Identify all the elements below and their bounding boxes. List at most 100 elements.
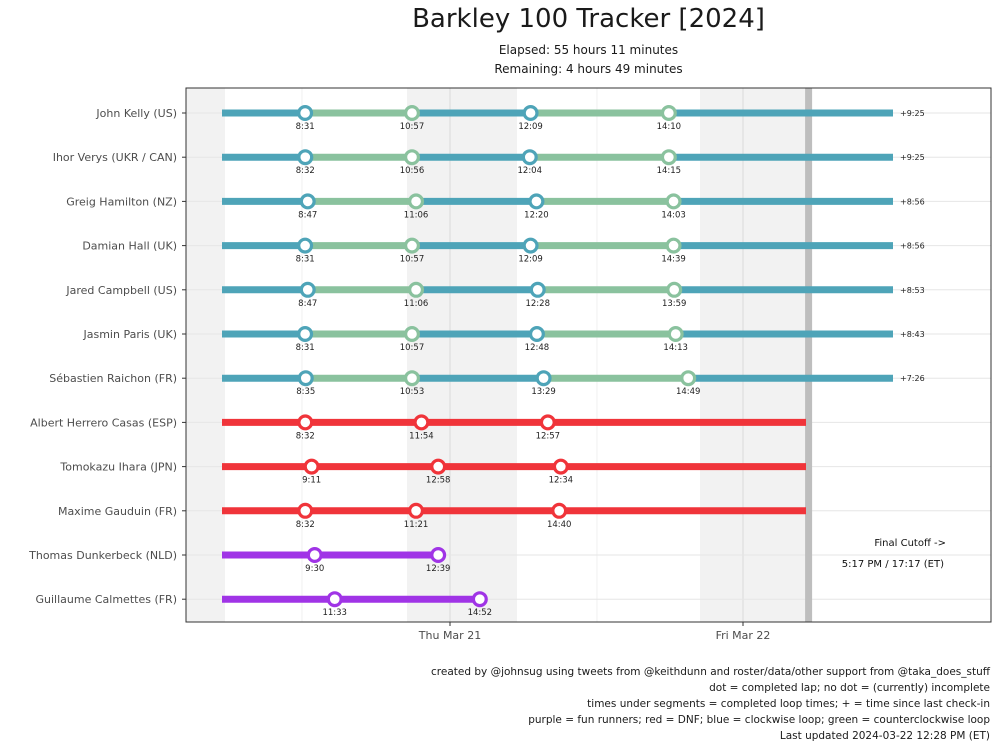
runner-name-label: Tomokazu Ihara (JPN) xyxy=(59,461,177,474)
lap-time-label: 14:39 xyxy=(661,255,686,265)
lap-time-label: 12:58 xyxy=(426,476,451,486)
lap-dot xyxy=(539,414,556,431)
footer-legend-dots: dot = completed lap; no dot = (currently… xyxy=(709,682,990,694)
lap-dot xyxy=(403,237,420,254)
lap-time-label: 10:57 xyxy=(400,255,425,265)
runner-name-label: Jasmin Paris (UK) xyxy=(83,328,178,341)
night-band-0 xyxy=(186,88,225,622)
since-checkin-label: +8:56 xyxy=(900,197,925,206)
lap-dot xyxy=(408,502,425,519)
since-checkin-label: +9:25 xyxy=(900,153,925,162)
cutoff-time-label: 5:17 PM / 17:17 (ET) xyxy=(842,559,944,570)
cutoff-label: Final Cutoff -> xyxy=(874,538,946,549)
lap-dot xyxy=(403,326,420,343)
lap-dot xyxy=(297,502,314,519)
cutoff-line xyxy=(805,88,813,622)
lap-time-label: 14:52 xyxy=(468,608,493,618)
lap-time-label: 8:32 xyxy=(296,431,315,441)
runner-name-label: Jared Campbell (US) xyxy=(65,284,177,297)
lap-dot xyxy=(297,326,314,343)
lap-time-label: 12:34 xyxy=(549,476,574,486)
lap-dot xyxy=(665,193,682,210)
runner-name-label: Guillaume Calmettes (FR) xyxy=(36,593,178,606)
lap-dot xyxy=(521,149,538,166)
lap-time-label: 9:30 xyxy=(305,564,324,574)
night-band-2 xyxy=(700,88,810,622)
lap-dot xyxy=(528,193,545,210)
footer-updated: Last updated 2024-03-22 12:28 PM (ET) xyxy=(779,730,990,742)
lap-dot xyxy=(522,104,539,121)
lap-time-label: 12:20 xyxy=(524,210,549,220)
lap-dot xyxy=(552,458,569,475)
lap-time-label: 13:59 xyxy=(662,299,687,309)
runner-name-label: Ihor Verys (UKR / CAN) xyxy=(53,151,177,164)
lap-time-label: 12:39 xyxy=(426,564,451,574)
lap-time-label: 8:47 xyxy=(298,210,317,220)
lap-time-label: 11:06 xyxy=(404,299,429,309)
lap-dot xyxy=(471,591,488,608)
lap-time-label: 11:21 xyxy=(404,520,429,530)
runner-name-label: John Kelly (US) xyxy=(95,107,177,120)
x-tick-label: Fri Mar 22 xyxy=(716,629,771,640)
lap-time-label: 8:35 xyxy=(296,387,315,397)
plot-border xyxy=(185,87,992,623)
since-checkin-label: +8:43 xyxy=(900,330,925,339)
runner-name-label: Greig Hamilton (NZ) xyxy=(66,195,177,208)
lap-dot xyxy=(403,104,420,121)
lap-dot xyxy=(522,237,539,254)
lap-time-label: 12:09 xyxy=(518,122,543,132)
lap-time-label: 12:04 xyxy=(518,166,543,176)
lap-time-label: 12:48 xyxy=(525,343,550,353)
since-checkin-label: +8:53 xyxy=(900,286,925,295)
lap-dot xyxy=(666,281,683,298)
lap-time-label: 12:09 xyxy=(518,255,543,265)
lap-time-label: 11:33 xyxy=(322,608,347,618)
lap-dot xyxy=(403,149,420,166)
lap-dot xyxy=(408,193,425,210)
lap-time-label: 14:40 xyxy=(547,520,572,530)
lap-dot xyxy=(297,149,314,166)
lap-dot xyxy=(667,326,684,343)
lap-dot xyxy=(326,591,343,608)
lap-dot xyxy=(551,502,568,519)
lap-dot xyxy=(529,281,546,298)
since-checkin-label: +9:25 xyxy=(900,109,925,118)
remaining-text: Remaining: 4 hours 49 minutes xyxy=(494,62,683,76)
lap-dot xyxy=(297,237,314,254)
elapsed-text: Elapsed: 55 hours 11 minutes xyxy=(498,43,679,57)
lap-time-label: 8:31 xyxy=(296,122,315,132)
lap-time-label: 9:11 xyxy=(302,476,321,486)
footer-credit: created by @johnsug using tweets from @k… xyxy=(431,666,990,678)
since-checkin-label: +7:26 xyxy=(900,374,925,383)
lap-dot xyxy=(299,193,316,210)
lap-dot xyxy=(297,414,314,431)
lap-time-label: 14:10 xyxy=(657,122,682,132)
lap-time-label: 8:31 xyxy=(296,343,315,353)
lap-dot xyxy=(413,414,430,431)
lap-dot xyxy=(430,458,447,475)
lap-dot xyxy=(535,370,552,387)
lap-dot xyxy=(660,149,677,166)
runner-name-label: Sébastien Raichon (FR) xyxy=(49,372,177,385)
night-band-1 xyxy=(407,88,517,622)
footer-legend-times: times under segments = completed loop ti… xyxy=(587,698,990,710)
runner-name-label: Thomas Dunkerbeck (NLD) xyxy=(28,549,177,562)
lap-time-label: 14:15 xyxy=(657,166,682,176)
runner-name-label: Damian Hall (UK) xyxy=(82,240,177,253)
lap-dot xyxy=(403,370,420,387)
lap-time-label: 10:53 xyxy=(400,387,425,397)
lap-dot xyxy=(528,326,545,343)
lap-time-label: 10:56 xyxy=(400,166,425,176)
lap-dot xyxy=(297,370,314,387)
lap-time-label: 14:13 xyxy=(663,343,688,353)
lap-dot xyxy=(408,281,425,298)
tracker-chart: 8:31 10:57 12:09 14:10 +9:25 John Kelly (US) 8… xyxy=(28,87,992,640)
lap-time-label: 13:29 xyxy=(531,387,556,397)
lap-time-label: 8:31 xyxy=(296,255,315,265)
runner-name-label: Maxime Gauduin (FR) xyxy=(58,505,177,518)
lap-time-label: 10:57 xyxy=(400,122,425,132)
lap-dot xyxy=(299,281,316,298)
chart-title: Barkley 100 Tracker [2024] xyxy=(412,4,765,34)
lap-time-label: 14:03 xyxy=(661,210,686,220)
footer-notes: created by @johnsug using tweets from @k… xyxy=(431,664,990,744)
